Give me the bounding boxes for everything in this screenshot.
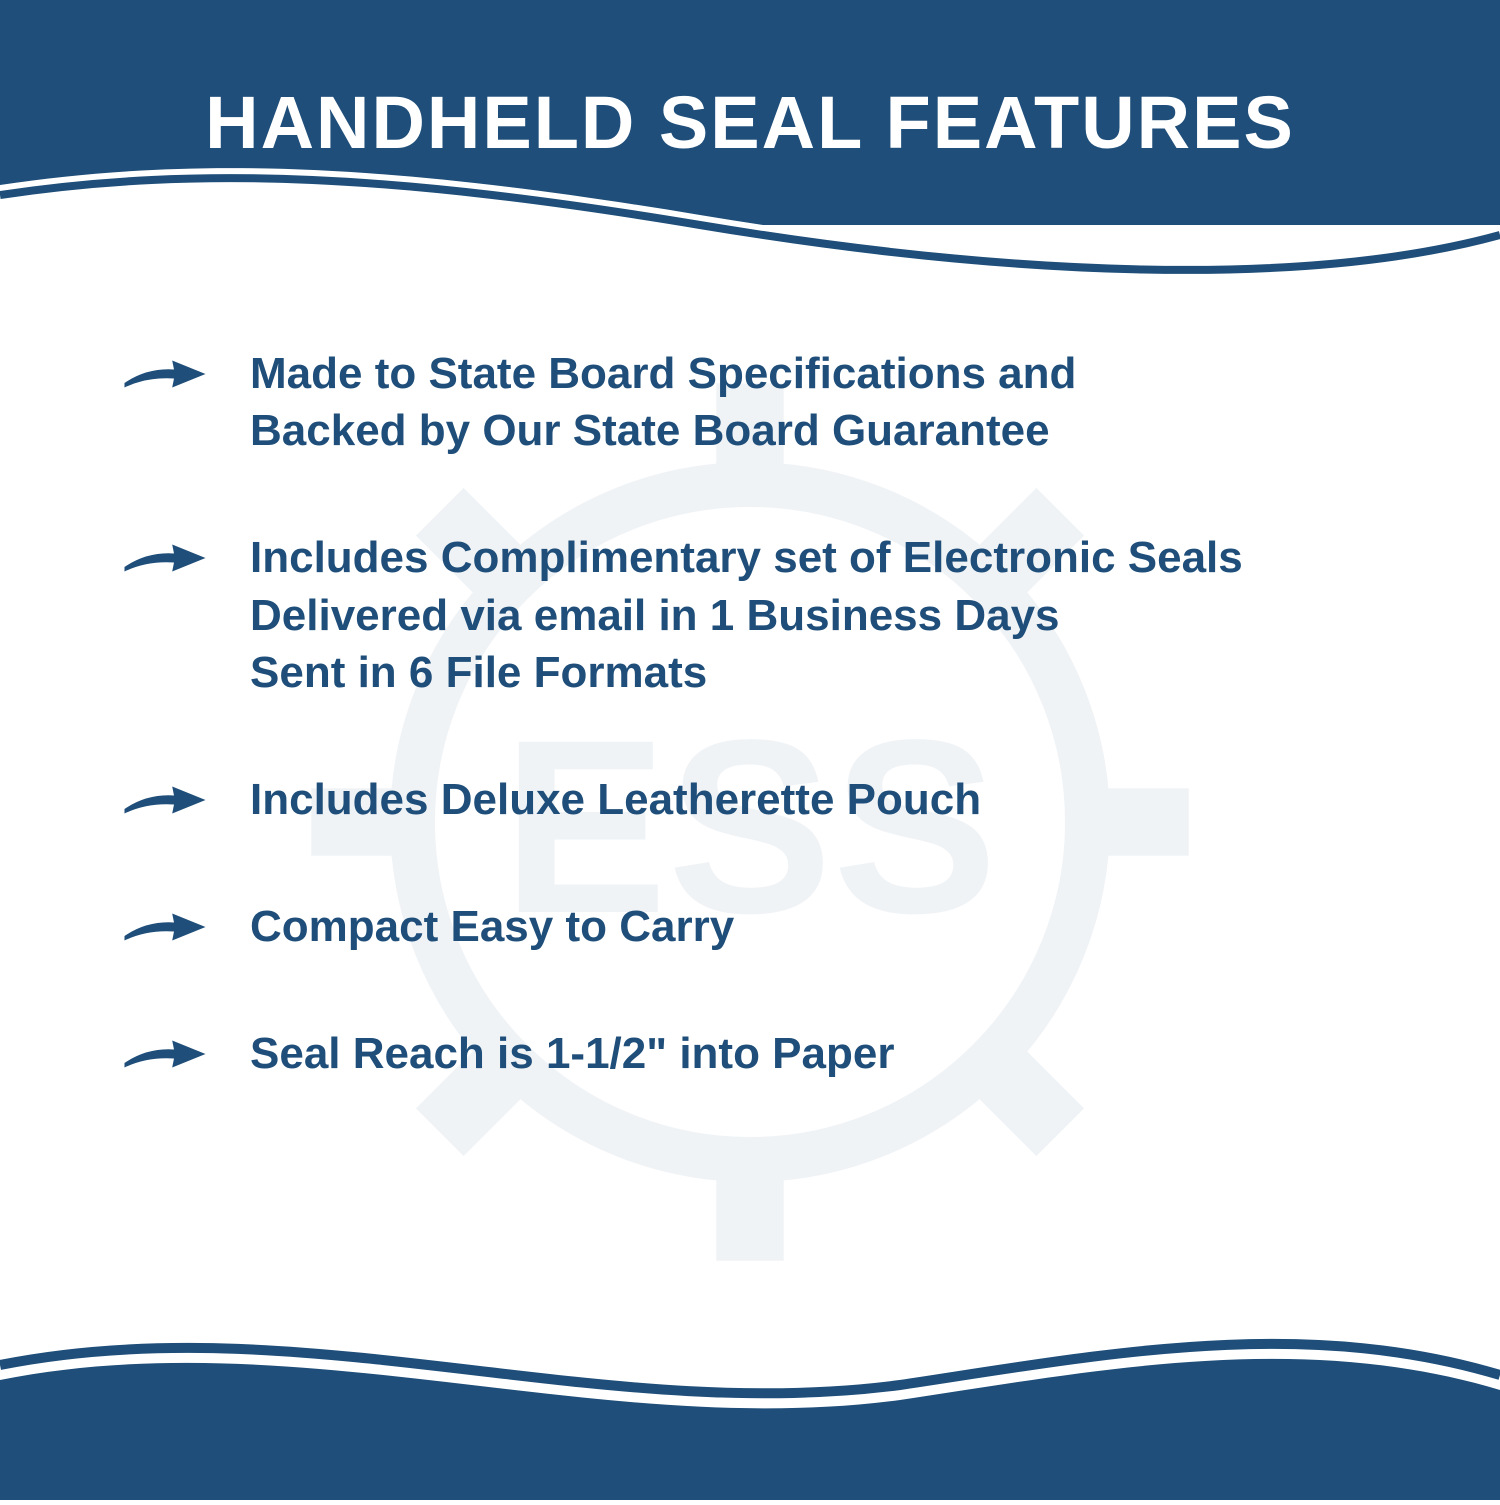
feature-text: Includes Complimentary set of Electronic… [250,529,1243,701]
feature-text: Includes Deluxe Leatherette Pouch [250,771,981,828]
feature-item: Seal Reach is 1-1/2" into Paper [120,1025,1380,1082]
arrow-icon [120,1029,210,1079]
arrow-icon [120,775,210,825]
feature-item: Includes Complimentary set of Electronic… [120,529,1380,701]
feature-text: Made to State Board Specifications and B… [250,345,1076,459]
feature-text: Compact Easy to Carry [250,898,734,955]
features-list: Made to State Board Specifications and B… [0,225,1500,1083]
feature-item: Includes Deluxe Leatherette Pouch [120,771,1380,828]
feature-item: Compact Easy to Carry [120,898,1380,955]
arrow-icon [120,902,210,952]
arrow-icon [120,349,210,399]
arrow-icon [120,533,210,583]
header-banner: HANDHELD SEAL FEATURES [0,0,1500,225]
wave-divider-bottom [0,1260,1500,1500]
feature-item: Made to State Board Specifications and B… [120,345,1380,459]
feature-text: Seal Reach is 1-1/2" into Paper [250,1025,894,1082]
page-title: HANDHELD SEAL FEATURES [0,80,1500,165]
